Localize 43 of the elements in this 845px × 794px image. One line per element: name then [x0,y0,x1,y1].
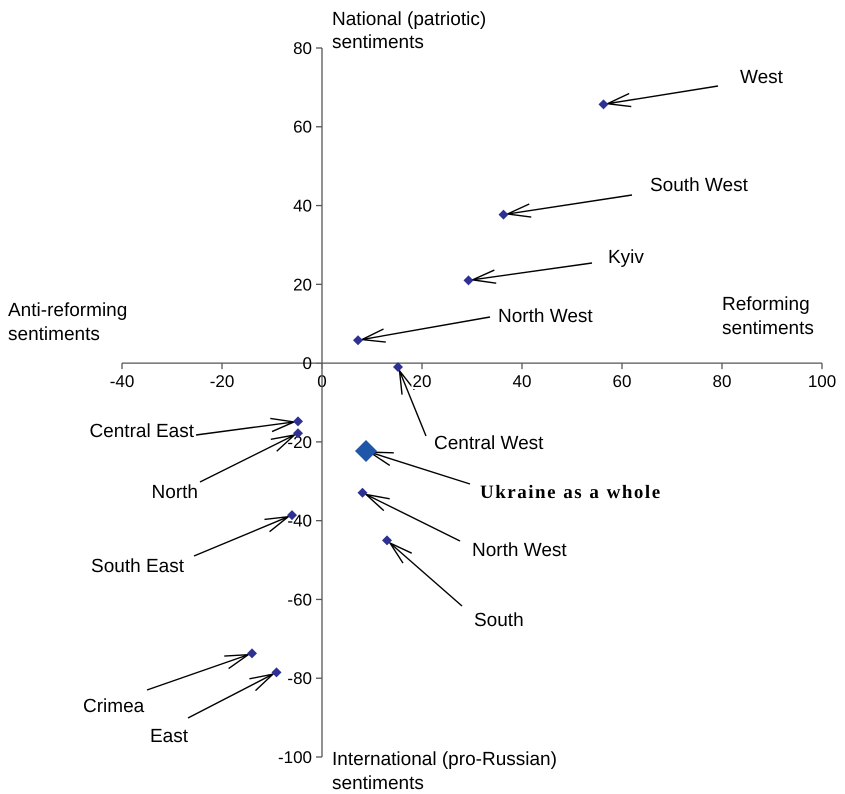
y-tick-label: -60 [287,590,312,610]
y-tick-label: 60 [293,118,312,137]
x-tick-label: 60 [612,372,632,392]
point [272,667,282,678]
y-tick-label: -80 [287,669,312,688]
annotation: Crimea [83,696,145,717]
y-tick-label: -20 [287,432,312,452]
y-tick-label: 20 [293,275,312,294]
x-tick-label: 100 [808,372,836,392]
x-tick-label: -40 [110,372,134,392]
y-tick-label: -40 [287,512,312,531]
y-axis-title: National (patriotic) sentiments [332,9,486,53]
annotation: Central West [434,433,544,454]
point [464,275,474,286]
annotation: East [150,726,189,747]
point [598,99,608,110]
x-tick-label: -20 [210,372,234,392]
annotation: South [474,610,524,631]
x-tick-label: 80 [712,372,732,392]
point [353,335,363,346]
point [393,362,403,372]
x-axis-title: Reforming sentiments [722,294,814,339]
point [247,648,257,658]
point [358,488,368,498]
annotation: North [152,482,198,503]
annotation: South East [91,556,185,577]
point [293,416,303,426]
y-tick-label: 40 [293,196,312,216]
annotation: Kyiv [608,247,644,268]
y-tick-label: -100 [278,748,312,767]
annotation: Central East [89,421,195,442]
annotation: Anti-reforming sentiments [8,300,128,345]
annotation: Ukraine as a whole [480,482,662,503]
point [355,440,377,462]
annotation: South West [650,175,749,196]
annotation: North West [498,306,594,327]
y-tick-label: 80 [293,38,312,58]
point [498,210,508,220]
annotation: West [740,67,784,88]
annotation: North West [472,540,568,561]
point [382,535,392,546]
x-tick-label: 40 [512,372,532,392]
annotation: International (pro-Russian) sentiments [332,749,557,794]
